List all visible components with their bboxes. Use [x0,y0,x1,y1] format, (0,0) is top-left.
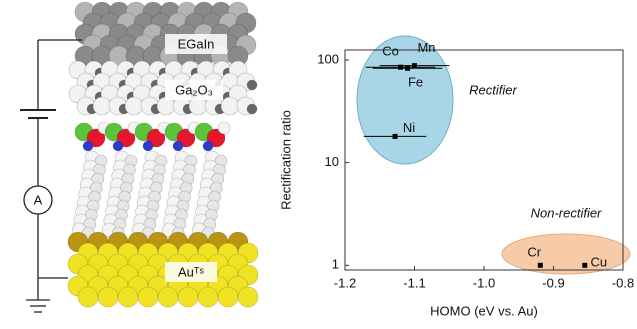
atom [246,79,258,91]
atom [217,121,231,135]
atom [142,140,154,152]
y-tick-label: 100 [317,51,339,66]
atom [82,140,94,152]
x-tick-label: -0.8 [612,275,634,290]
atom [124,96,144,116]
non-rectifier-region [501,233,631,275]
atom [197,286,219,308]
point-label: Cr [527,245,541,260]
point [582,262,588,268]
label-box [165,34,227,54]
point-label: Cu [590,255,607,270]
atom [92,96,112,116]
annotation: Non-rectifier [531,205,602,220]
atom [217,286,239,308]
junction-illustration: EGaIn Ga₂O₃ Auᵀˢ A [20,1,259,313]
annotation: Rectifier [469,82,517,97]
label-box [165,262,217,282]
illustration-label: Auᵀˢ [178,264,205,279]
illustration-label: Ga₂O₃ [175,82,213,97]
y-tick-label: 10 [325,154,339,169]
x-tick-label: -1.2 [334,275,356,290]
ammeter [23,185,53,215]
x-axis-label: HOMO (eV vs. Au) [430,303,538,318]
rectifier-region [356,35,454,165]
point-label: Co [382,44,399,59]
atom [177,286,199,308]
atom [77,286,99,308]
point [398,64,404,70]
illustration-label: EGaIn [178,36,215,51]
point [537,262,543,268]
label-box [165,80,223,100]
atom [202,140,214,152]
atom [237,286,259,308]
x-tick-label: -1.0 [473,275,495,290]
atom [172,140,184,152]
atom [97,286,119,308]
point-label: Ni [403,120,415,135]
x-tick-label: -1.1 [403,275,425,290]
atom [117,286,139,308]
atom [246,103,258,115]
ammeter-label: A [34,192,43,207]
point-label: Mn [417,40,435,55]
point [412,63,417,69]
atom [112,140,124,152]
atom [157,286,179,308]
point [392,133,398,139]
point-label: Fe [408,75,423,90]
atom [220,96,240,116]
y-tick-label: 1 [332,257,339,272]
atom [137,286,159,308]
x-tick-label: -0.9 [542,275,564,290]
y-axis-label: Rectification ratio [278,110,293,210]
point [405,65,411,71]
